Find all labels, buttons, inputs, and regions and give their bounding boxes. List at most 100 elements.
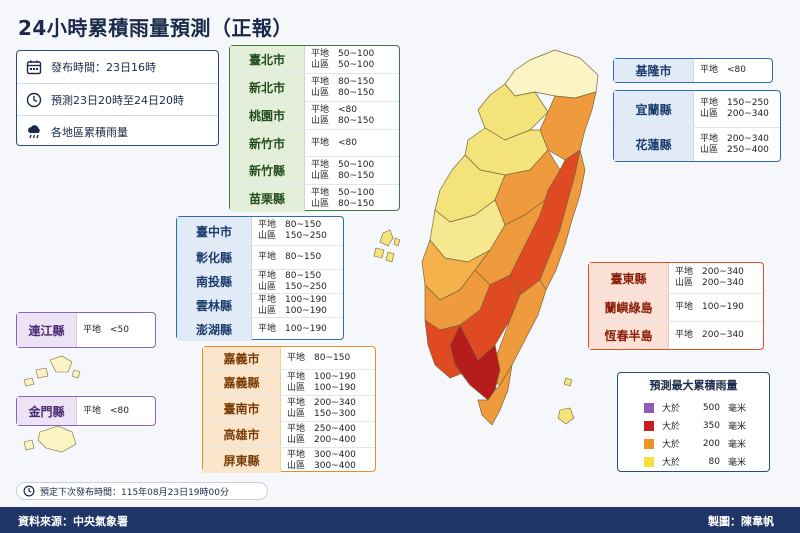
legend-item: 大於 500 毫米	[644, 401, 746, 414]
penghu-islands	[373, 229, 401, 263]
southeast-region-group: 臺東縣 平地 200~340 山區 200~340 蘭嶼綠島 平地 100~190 恆…	[588, 262, 764, 350]
county-row: 新竹市 平地 <80	[230, 129, 399, 156]
value-mountain: 山區 80~150	[311, 170, 375, 181]
page-title: 24小時累積雨量預測（正報）	[18, 16, 293, 40]
county-row: 嘉義市 平地 80~150	[203, 347, 375, 369]
region-hengchun	[477, 364, 513, 426]
county-row: 苗栗縣 平地 50~100 山區 80~150	[230, 184, 399, 212]
county-name: 蘭嶼綠島	[589, 294, 669, 321]
county-name: 臺南市	[203, 396, 281, 421]
value-plain: 平地 200~340	[675, 330, 744, 340]
legend-swatch	[644, 420, 654, 431]
central-region-group: 臺中市 平地 80~150 山區 150~250 彰化縣 平地 80~150 南投縣平…	[176, 216, 344, 341]
value-mountain: 山區 200~340	[700, 109, 769, 119]
legend-title: 預測最大累積雨量	[649, 379, 738, 392]
map-maker: 製圖：陳韋帆	[708, 515, 774, 528]
county-values: 平地 50~100 山區 80~150	[305, 188, 374, 210]
county-row: 桃園市 平地 <80 山區 80~150	[230, 101, 399, 129]
forecast-period-row: 預測23日20時至24日20時	[17, 83, 218, 115]
county-name: 連江縣	[17, 313, 77, 347]
county-row: 臺中市 平地 80~150 山區 150~250	[177, 217, 343, 245]
value-plain: 平地 <80	[83, 405, 129, 416]
county-row: 臺南市 平地 200~340 山區 150~300	[203, 395, 375, 421]
county-values: 平地 <80	[77, 406, 129, 417]
county-row: 澎湖縣 平地 100~190	[177, 317, 343, 341]
legend-item: 大於 80 毫米	[644, 455, 746, 468]
value-plain: 平地 50~100	[311, 187, 375, 198]
value-plain: 平地 250~400	[287, 423, 356, 434]
county-name: 雲林縣	[177, 294, 252, 317]
county-values: 平地 200~340 山區 150~300	[281, 398, 356, 420]
county-name: 桃園市	[230, 102, 305, 129]
value-plain: 平地 100~190	[258, 324, 327, 334]
county-row: 新北市 平地 80~150 山區 80~150	[230, 73, 399, 101]
county-name: 新北市	[230, 74, 305, 101]
legend-label: 大於	[662, 422, 681, 432]
value-plain: 平地 50~100	[311, 48, 375, 59]
county-row: 金門縣 平地 <80	[17, 397, 155, 425]
legend-item: 大於 200 毫米	[644, 437, 746, 450]
county-row: 臺北市 平地 50~100 山區 50~100	[230, 46, 399, 73]
county-row: 宜蘭縣 平地 150~250 山區 200~340	[614, 91, 780, 127]
county-row: 基隆市 平地 <80	[614, 59, 772, 82]
legend-label: 大於	[662, 440, 681, 450]
legend-unit: 毫米	[728, 422, 747, 432]
county-name: 臺東縣	[589, 263, 669, 293]
value-plain: 平地 80~150	[258, 270, 322, 281]
legend-swatch	[644, 438, 654, 449]
value-plain: 平地 200~340	[287, 397, 356, 408]
county-values: 平地 100~190	[669, 302, 744, 313]
county-row: 花蓮縣 平地 200~340 山區 250~400	[614, 127, 780, 161]
value-plain: 平地 <80	[311, 137, 357, 148]
county-values: 平地 <80 山區 80~150	[305, 105, 374, 127]
county-row: 新竹縣 平地 50~100 山區 80~150	[230, 156, 399, 184]
county-row: 臺東縣 平地 200~340 山區 200~340	[589, 263, 763, 293]
county-values: 平地 <80	[694, 65, 746, 76]
county-values: 平地 100~190 山區 100~190	[252, 295, 327, 317]
value-mountain: 山區 50~100	[311, 59, 375, 70]
county-name: 南投縣	[177, 270, 252, 293]
value-plain: 平地 100~190	[675, 302, 744, 312]
value-plain: 平地 80~150	[258, 220, 322, 230]
value-mountain: 山區 200~340	[675, 278, 744, 288]
county-row: 屏東縣 平地 300~400 山區 300~400	[203, 447, 375, 473]
value-plain: 平地 80~150	[258, 252, 322, 262]
value-mountain: 山區 200~400	[287, 434, 356, 445]
publish-time-text: 發布時間：23日16時	[51, 61, 156, 74]
legend-label: 大於	[662, 404, 681, 414]
value-mountain: 山區 250~400	[700, 144, 769, 155]
caption-text: 各地區累積雨量	[51, 125, 128, 139]
county-row: 高雄市 平地 250~400 山區 200~400	[203, 421, 375, 447]
east-region-group: 宜蘭縣 平地 150~250 山區 200~340 花蓮縣 平地 200~340 山區 …	[613, 90, 781, 162]
value-plain: 平地 300~400	[287, 449, 356, 460]
county-name: 新竹縣	[230, 157, 305, 184]
county-name: 嘉義市	[203, 347, 281, 369]
county-name: 金門縣	[17, 397, 77, 425]
matsu-islands	[23, 355, 81, 387]
value-plain: 平地 <50	[83, 324, 129, 335]
next-publish-text: 預定下次發布時間：115年08月23日19時00分	[40, 487, 229, 498]
county-row: 蘭嶼綠島 平地 100~190	[589, 293, 763, 321]
value-plain: 平地 200~340	[675, 267, 744, 277]
county-values: 平地 80~150	[252, 252, 321, 263]
value-plain: 平地 100~190	[258, 294, 327, 305]
publish-time-row: 發布時間：23日16時	[17, 51, 218, 83]
region-yilan	[539, 91, 597, 161]
value-mountain: 山區 100~190	[287, 382, 356, 393]
value-mountain: 山區 80~150	[311, 115, 375, 126]
county-values: 平地 200~340	[669, 330, 744, 341]
county-name: 嘉義縣	[203, 370, 281, 395]
caption-row: 各地區累積雨量	[17, 115, 218, 147]
county-values: 平地 50~100 山區 80~150	[305, 160, 374, 182]
county-row: 連江縣 平地 <50	[17, 313, 155, 347]
legend-item: 大於 350 毫米	[644, 419, 746, 432]
footer-bar: 資料來源：中央氣象署 製圖：陳韋帆	[0, 507, 800, 533]
value-plain: 平地 50~100	[311, 159, 375, 170]
value-mountain: 山區 150~300	[287, 408, 356, 419]
county-row: 嘉義縣 平地 100~190 山區 100~190	[203, 369, 375, 395]
legend-value: 500	[702, 402, 720, 413]
value-mountain: 山區 150~250	[258, 281, 327, 292]
county-values: 平地 250~400 山區 200~400	[281, 424, 356, 446]
clock-icon	[23, 485, 35, 497]
